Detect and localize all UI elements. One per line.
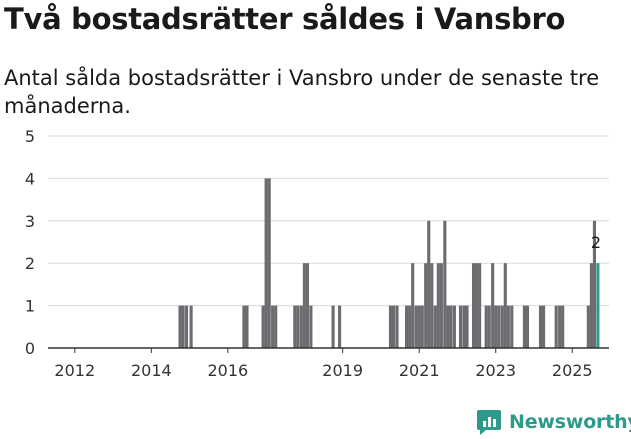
- x-tick-label: 2023: [475, 361, 516, 380]
- y-tick-label: 2: [25, 254, 35, 273]
- bar: [525, 305, 530, 348]
- bar: [558, 305, 562, 348]
- bar: [443, 220, 447, 348]
- bar: [554, 305, 558, 348]
- bar: [388, 305, 393, 348]
- bar: [408, 305, 412, 348]
- x-tick-label: 2016: [207, 361, 248, 380]
- x-axis-ticks: 2012 2014 2016 2019 2021 2023 2025: [54, 348, 593, 380]
- data-labels: 2: [591, 233, 601, 252]
- x-tick-label: 2014: [131, 361, 172, 380]
- bar: [497, 305, 501, 348]
- bar: [506, 305, 510, 348]
- newsworthy-logo-icon: [477, 410, 501, 435]
- bar: [446, 305, 450, 348]
- bar: [264, 178, 268, 348]
- bar: [274, 305, 278, 348]
- y-axis-tick-labels: 0 1 2 3 4 5: [25, 127, 35, 358]
- bar: [491, 263, 495, 348]
- bar: [586, 305, 590, 348]
- bar: [542, 305, 546, 348]
- bar: [592, 220, 597, 348]
- bar: [436, 263, 440, 348]
- bar: [433, 305, 437, 348]
- x-tick-label: 2025: [552, 361, 593, 380]
- bar: [430, 263, 434, 348]
- y-tick-label: 0: [25, 339, 35, 358]
- bars: [178, 178, 600, 348]
- chart-title: Två bostadsrätter såldes i Vansbro: [4, 2, 566, 36]
- bar: [299, 305, 303, 348]
- x-tick-label: 2012: [54, 361, 95, 380]
- y-tick-label: 3: [25, 212, 35, 231]
- bar: [487, 305, 491, 348]
- bar: [465, 305, 469, 348]
- bar: [261, 305, 265, 348]
- bar: [462, 305, 466, 348]
- x-tick-label: 2019: [322, 361, 363, 380]
- bar: [424, 263, 428, 348]
- bar: [596, 263, 600, 348]
- bar: [478, 263, 482, 348]
- bar: [458, 305, 463, 348]
- data-label: 2: [591, 233, 601, 252]
- bar: [561, 305, 565, 348]
- bar: [184, 305, 189, 348]
- bar: [181, 305, 185, 348]
- bar: [293, 305, 297, 348]
- bar: [267, 178, 271, 348]
- bar: [427, 220, 431, 348]
- bar: [417, 305, 421, 348]
- bar: [471, 263, 476, 348]
- bar: [484, 305, 488, 348]
- newsworthy-brand: Newsworthy: [476, 408, 631, 436]
- bar: [475, 263, 479, 348]
- brand-name: Newsworthy: [509, 411, 631, 433]
- bar: [500, 305, 504, 348]
- gridlines: [48, 135, 609, 307]
- bar: [271, 305, 275, 348]
- bar: [302, 263, 306, 348]
- bar: [411, 263, 415, 348]
- bar: [395, 305, 399, 348]
- bar: [392, 305, 396, 348]
- bar: [589, 263, 593, 348]
- y-tick-label: 1: [25, 297, 35, 316]
- chart-subtitle: Antal sålda bostadsrätter i Vansbro unde…: [4, 66, 600, 118]
- bar: [305, 263, 310, 348]
- x-tick-label: 2021: [399, 361, 440, 380]
- bar: [452, 305, 456, 348]
- y-tick-label: 4: [25, 169, 35, 188]
- y-tick-label: 5: [25, 127, 35, 146]
- bar: [414, 305, 418, 348]
- bar: [439, 263, 443, 348]
- bar: [178, 305, 182, 348]
- bar: [331, 305, 335, 348]
- bar: [405, 305, 409, 348]
- bar: [189, 305, 193, 348]
- bar: [538, 305, 543, 348]
- bar: [522, 305, 526, 348]
- bar: [309, 305, 313, 348]
- bar: [420, 305, 424, 348]
- bar: [449, 305, 453, 348]
- bar: [242, 305, 246, 348]
- bar: [338, 305, 342, 348]
- bar: [245, 305, 249, 348]
- bar: [494, 305, 498, 348]
- bar: [296, 305, 300, 348]
- bar: [503, 263, 507, 348]
- bar: [510, 305, 514, 348]
